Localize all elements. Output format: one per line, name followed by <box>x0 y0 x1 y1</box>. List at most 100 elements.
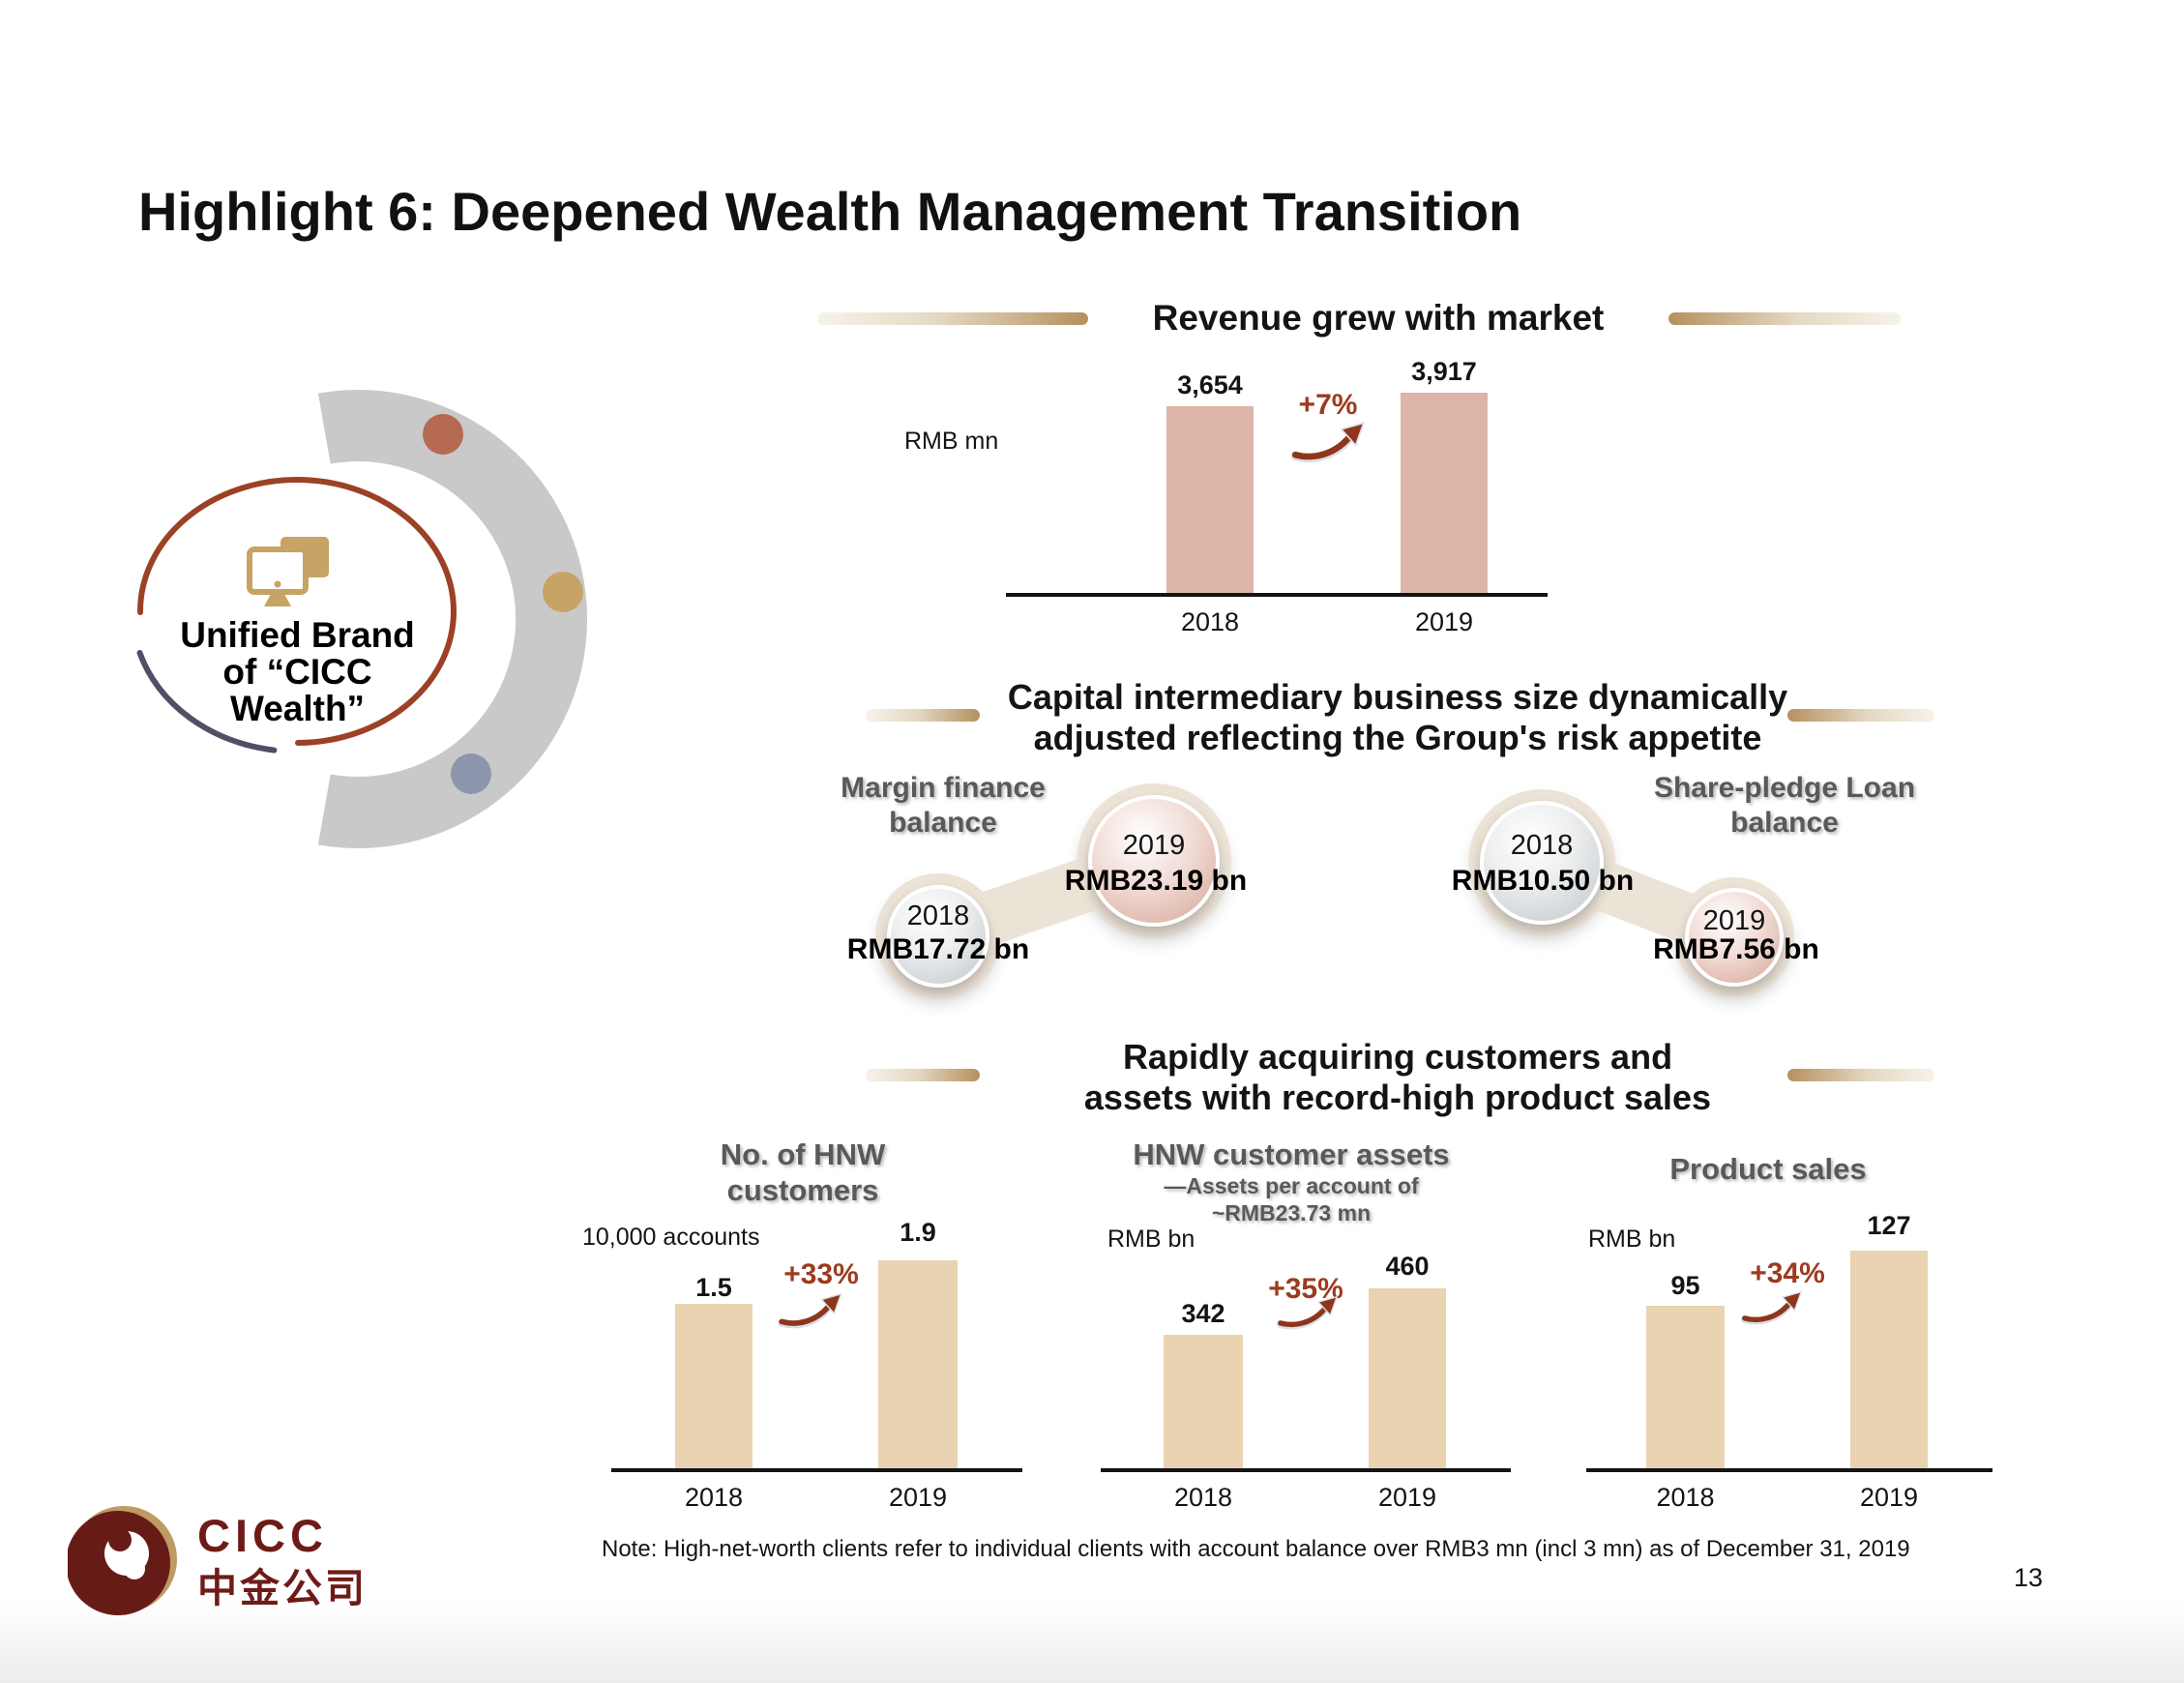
margin-finance-label-line: balance <box>889 807 997 839</box>
hnw-customers-title: No. of HNW customers <box>576 1137 1030 1208</box>
category-label: 2019 <box>888 1483 948 1512</box>
gold-dot <box>543 572 583 612</box>
customers-section-title: Rapidly acquiring customers and assets w… <box>851 1037 1944 1118</box>
hnw-assets-chart: HNW customer assets —Assets per account … <box>1098 1137 1552 1523</box>
value-label-2019: 1.9 <box>900 1218 936 1247</box>
category-label: 2018 <box>1173 1483 1233 1512</box>
customers-title-line: Rapidly acquiring customers and <box>1122 1037 1673 1077</box>
unified-brand-line: of “CICC <box>222 652 372 692</box>
margin-2019-year: 2019 <box>1122 830 1186 861</box>
page-title: Highlight 6: Deepened Wealth Management … <box>138 181 1522 242</box>
hnw-title-line: customers <box>726 1173 879 1207</box>
bar-2018 <box>1164 1335 1243 1468</box>
value-label-2018: 1.5 <box>695 1273 732 1302</box>
axis-unit-label: RMB mn <box>904 428 999 455</box>
revenue-chart-title: Revenue grew with market <box>1152 298 1605 338</box>
unified-brand-line: Wealth” <box>229 689 366 728</box>
bar-2019 <box>1369 1288 1446 1468</box>
pledge-2018-value: RMB10.50 bn <box>1451 865 1635 897</box>
customers-section-header: Rapidly acquiring customers and assets w… <box>851 1037 1944 1124</box>
bar-2019 <box>1850 1251 1928 1468</box>
customers-title-line: assets with record-high product sales <box>1083 1078 1712 1117</box>
pledge-2019-bubble <box>1685 888 1784 987</box>
axis-unit-label: 10,000 accounts <box>582 1224 760 1251</box>
revenue-section-header: Revenue grew with market <box>817 298 1901 339</box>
axis-unit-label: RMB bn <box>1107 1225 1195 1253</box>
growth-label: +7% <box>1298 389 1358 421</box>
bar-2019 <box>1401 393 1488 593</box>
decorative-bar-left <box>866 709 980 722</box>
bottom-gradient <box>0 1601 2184 1683</box>
pledge-2019-value: RMB7.56 bn <box>1653 933 1819 965</box>
category-label: 2018 <box>1180 607 1240 636</box>
hnw-assets-subtitle-line: —Assets per account of <box>1164 1173 1419 1198</box>
margin-finance-label: Margin finance balance <box>817 771 1069 841</box>
value-label-2018: 3,654 <box>1177 370 1243 399</box>
capital-section-header: Capital intermediary business size dynam… <box>851 677 1944 764</box>
value-label-2019: 3,917 <box>1411 357 1477 386</box>
category-label: 2019 <box>1414 607 1474 636</box>
bar-2019 <box>878 1260 958 1468</box>
bar-2018 <box>1646 1306 1725 1468</box>
margin-2018-value: RMB17.72 bn <box>846 933 1030 965</box>
value-label-2018: 342 <box>1181 1299 1225 1328</box>
product-sales-title: Product sales <box>1669 1152 1867 1186</box>
gray-arc <box>317 389 588 848</box>
cicc-logo-icon <box>68 1506 177 1615</box>
x-axis <box>611 1468 1022 1472</box>
growth-arrow-icon <box>1741 1290 1803 1325</box>
category-label: 2018 <box>684 1483 744 1512</box>
unified-brand-graphic: Unified Brand of “CICC Wealth” <box>135 379 600 868</box>
capital-title-line: Capital intermediary business size dynam… <box>1007 677 1788 717</box>
growth-arrow-icon <box>779 1292 842 1329</box>
growth-label: +33% <box>783 1258 859 1290</box>
decorative-bar-right <box>1668 311 1901 325</box>
product-sales-chart: Product sales RMB bn 95 127 +34% 2018 20… <box>1586 1137 2041 1523</box>
category-label: 2019 <box>1859 1483 1919 1512</box>
hnw-assets-title-line: HNW customer assets <box>1133 1137 1450 1171</box>
brand-name-chinese: 中金公司 <box>197 1565 368 1611</box>
category-label: 2019 <box>1377 1483 1437 1512</box>
decorative-bar-right <box>1787 709 1934 722</box>
bar-2018 <box>1166 406 1254 593</box>
growth-arrow-icon <box>1291 422 1366 463</box>
value-label-2019: 127 <box>1867 1211 1911 1240</box>
unified-brand-label: Unified Brand of “CICC Wealth” <box>150 617 445 727</box>
screens-icon <box>247 537 329 606</box>
decorative-bar-left <box>866 1069 980 1081</box>
decorative-bar-right <box>1787 1069 1934 1081</box>
x-axis <box>1006 593 1548 597</box>
share-pledge-label-line: Share-pledge Loan <box>1653 772 1916 804</box>
capital-title-line: adjusted reflecting the Group's risk app… <box>1033 718 1762 757</box>
growth-arrow-icon <box>1277 1295 1339 1330</box>
brand-name: CICC <box>197 1510 328 1561</box>
share-pledge-label: Share-pledge Loan balance <box>1639 771 1930 841</box>
x-axis <box>1101 1468 1511 1472</box>
x-axis <box>1586 1468 1992 1472</box>
value-label-2019: 460 <box>1385 1252 1430 1281</box>
page-number: 13 <box>2014 1563 2044 1592</box>
capital-section-title: Capital intermediary business size dynam… <box>851 677 1944 758</box>
footnote: Note: High-net-worth clients refer to in… <box>602 1536 1910 1562</box>
margin-finance-label-line: Margin finance <box>841 772 1046 804</box>
hnw-customers-chart: No. of HNW customers 10,000 accounts 1.5… <box>576 1137 1030 1523</box>
pledge-2018-bubble <box>1480 801 1604 925</box>
unified-brand-line: Unified Brand <box>180 615 415 655</box>
decorative-bar-left <box>817 311 1088 325</box>
pledge-2019-year: 2019 <box>1702 905 1766 936</box>
share-pledge-label-line: balance <box>1730 807 1839 839</box>
pledge-2018-year: 2018 <box>1510 830 1574 861</box>
growth-label: +34% <box>1750 1257 1825 1289</box>
margin-2019-bubble <box>1088 795 1220 927</box>
revenue-chart: RMB mn 3,654 3,917 +7% 2018 2019 <box>904 344 1562 654</box>
hnw-assets-title: HNW customer assets —Assets per account … <box>1098 1137 1485 1226</box>
blue-dot <box>451 753 491 794</box>
red-circle-arc <box>136 477 457 746</box>
hnw-assets-subtitle-line: ~RMB23.73 mn <box>1211 1200 1372 1225</box>
axis-unit-label: RMB bn <box>1588 1225 1676 1253</box>
margin-2018-bubble <box>887 885 989 988</box>
margin-2018-year: 2018 <box>906 901 970 931</box>
margin-2019-value: RMB23.19 bn <box>1064 865 1248 897</box>
hero-arc-illustration <box>136 389 588 848</box>
